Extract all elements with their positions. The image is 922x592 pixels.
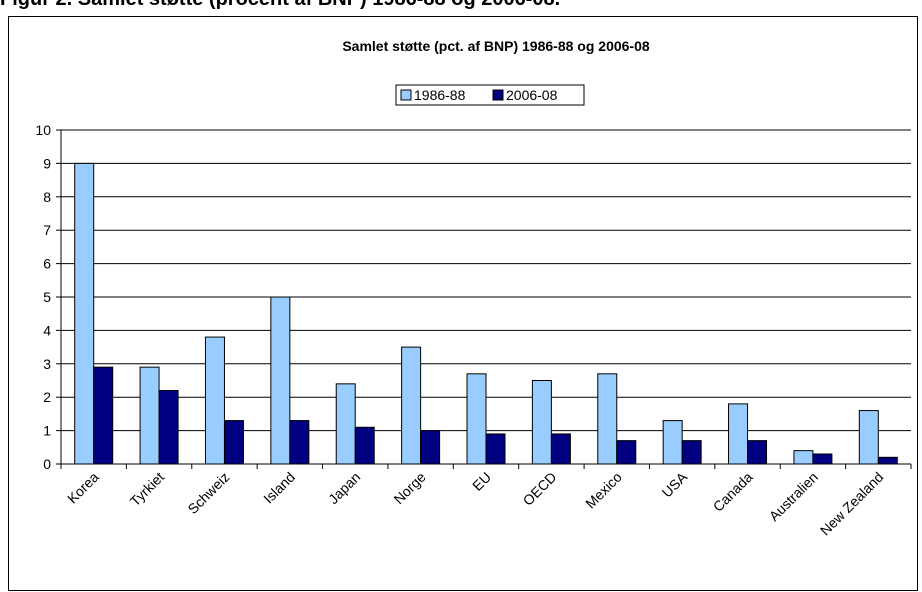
bar-2006-08-korea: [93, 366, 114, 465]
bar-1986-88-new-zealand: [858, 410, 879, 465]
bar-2006-08-canada: [747, 440, 768, 465]
y-tick-label: 1: [43, 423, 51, 439]
category-label: Tyrkiet: [127, 469, 168, 510]
bar-1986-88-oecd: [531, 380, 552, 465]
bar-1986-88-canada: [728, 403, 749, 465]
y-tick-label: 0: [43, 456, 51, 472]
bar-1986-88-eu: [466, 373, 487, 465]
category-label: Island: [260, 469, 298, 507]
bar-2006-08-island: [289, 420, 310, 465]
legend-swatch-2006-08: [492, 89, 504, 101]
y-tick-label: 8: [43, 189, 51, 205]
y-tick-label: 6: [43, 256, 51, 272]
bar-2006-08-japan: [354, 426, 375, 465]
bar-1986-88-australien: [793, 450, 814, 465]
bar-2006-08-norge: [420, 430, 441, 465]
figure-caption: Figur 2. Samlet støtte (procent af BNP) …: [0, 0, 560, 11]
category-label: Japan: [325, 469, 363, 507]
legend-label-1986-88: 1986-88: [414, 87, 466, 103]
bar-2006-08-oecd: [550, 433, 571, 465]
chart-frame: Samlet støtte (pct. af BNP) 1986-88 og 2…: [8, 16, 918, 591]
bar-1986-88-japan: [335, 383, 356, 465]
bar-1986-88-korea: [74, 162, 95, 465]
bar-1986-88-schweiz: [204, 336, 225, 465]
bar-2006-08-mexico: [616, 440, 637, 465]
legend-label-2006-08: 2006-08: [506, 87, 558, 103]
bar-1986-88-tyrkiet: [139, 366, 160, 465]
category-label: Canada: [710, 469, 756, 515]
category-label: Schweiz: [184, 469, 232, 517]
category-label: EU: [469, 469, 494, 494]
legend-swatch-1986-88: [400, 89, 412, 101]
bar-chart: Samlet støtte (pct. af BNP) 1986-88 og 2…: [35, 38, 912, 539]
category-label: USA: [659, 468, 691, 500]
bar-1986-88-island: [270, 296, 291, 465]
bar-2006-08-usa: [681, 440, 702, 465]
y-tick-label: 3: [43, 356, 51, 372]
bar-2006-08-australien: [812, 453, 833, 465]
category-label: Korea: [64, 469, 102, 507]
bar-2006-08-tyrkiet: [158, 390, 179, 465]
y-tick-label: 7: [43, 222, 51, 238]
y-tick-label: 2: [43, 389, 51, 405]
category-label: Australien: [766, 469, 821, 524]
bar-1986-88-usa: [662, 420, 683, 465]
category-label: New Zealand: [817, 469, 887, 539]
bar-1986-88-mexico: [597, 373, 618, 465]
y-tick-label: 9: [43, 155, 51, 171]
y-tick-label: 10: [35, 122, 51, 138]
chart-title: Samlet støtte (pct. af BNP) 1986-88 og 2…: [342, 38, 650, 54]
bar-2006-08-new-zealand: [877, 456, 898, 465]
legend-box: [395, 84, 585, 106]
bar-2006-08-eu: [485, 433, 506, 465]
category-label: OECD: [520, 469, 560, 509]
category-label: Norge: [390, 469, 428, 507]
y-tick-label: 5: [43, 289, 51, 305]
bar-1986-88-norge: [401, 346, 422, 465]
bar-2006-08-schweiz: [223, 420, 244, 465]
y-tick-label: 4: [43, 322, 51, 338]
category-label: Mexico: [582, 469, 625, 512]
